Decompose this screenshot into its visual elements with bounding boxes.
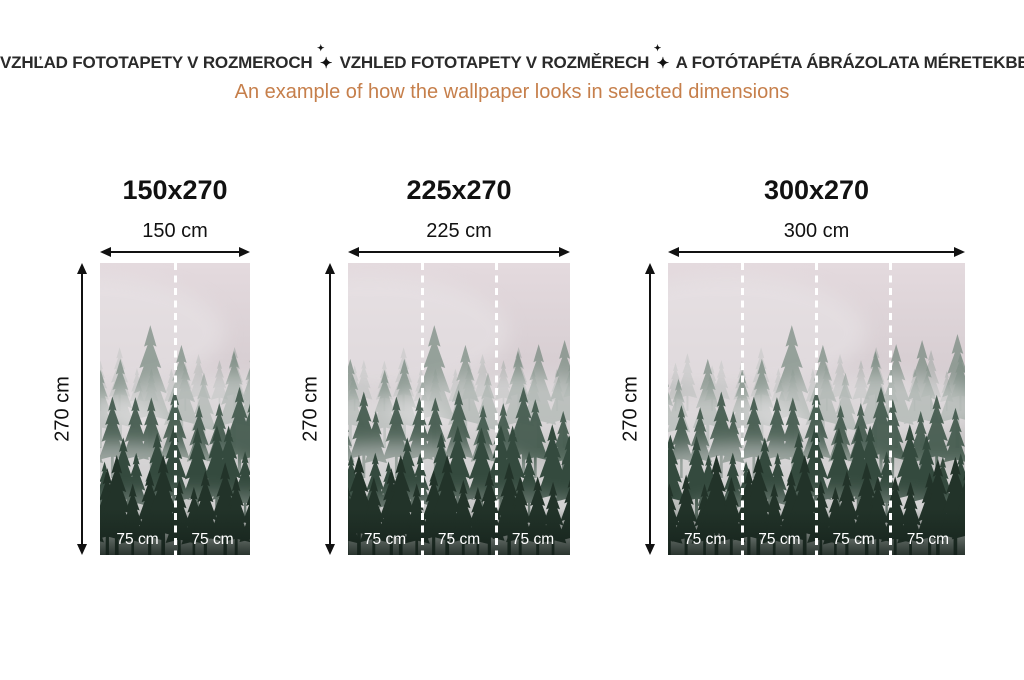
- wallpaper-panel: 75 cm: [668, 263, 742, 555]
- size-block-225x270: 225x270 225 cm 270 cm 75 cm 75 cm 75 cm: [298, 176, 570, 555]
- wallpaper-preview-225x270: 75 cm 75 cm 75 cm: [348, 263, 570, 555]
- wallpaper-panel: 75 cm: [740, 263, 816, 555]
- height-label: 270 cm: [51, 376, 74, 442]
- wallpaper-panel: 75 cm: [100, 263, 175, 555]
- panel-overlay: 75 cm 75 cm 75 cm 75 cm: [668, 263, 965, 555]
- wallpaper-panel: 75 cm: [420, 263, 496, 555]
- width-label: 150 cm: [142, 220, 208, 242]
- title-part-cz: VZHLED FOTOTAPETY V ROZMĚRECH: [339, 53, 650, 72]
- height-label: 270 cm: [299, 376, 322, 442]
- size-title: 225x270: [406, 175, 512, 205]
- panel-width-label: 75 cm: [116, 531, 159, 548]
- wallpaper-panel: 75 cm: [889, 263, 965, 555]
- panel-overlay: 75 cm 75 cm: [100, 263, 250, 555]
- panel-width-label: 75 cm: [832, 531, 875, 548]
- page-subtitle: An example of how the wallpaper looks in…: [234, 81, 790, 103]
- panel-width-label: 75 cm: [437, 531, 481, 548]
- size-block-300x270: 300x270 300 cm 270 cm 75 cm 75 cm 75 cm …: [618, 176, 965, 555]
- panel-width-label: 75 cm: [684, 531, 727, 548]
- header: VZHĽAD FOTOTAPETY V ROZMEROCH ✦ ✦ VZHLED …: [0, 0, 1024, 104]
- height-arrow: [323, 263, 337, 555]
- panel-width-label: 75 cm: [758, 531, 801, 548]
- height-arrow: [643, 263, 657, 555]
- size-title: 150x270: [122, 175, 228, 205]
- title-part-hu: A FOTÓTAPÉTA ÁBRÁZOLATA MÉRETEKBEN: [675, 53, 1024, 72]
- panel-width-label: 75 cm: [906, 531, 949, 548]
- panel-width-label: 75 cm: [191, 531, 234, 548]
- title-part-sk: VZHĽAD FOTOTAPETY V ROZMEROCH: [0, 53, 313, 72]
- wallpaper-panel: 75 cm: [814, 263, 891, 555]
- width-label: 300 cm: [783, 220, 850, 242]
- panel-width-label: 75 cm: [511, 531, 555, 548]
- height-label: 270 cm: [619, 376, 642, 442]
- wallpaper-preview-150x270: 75 cm 75 cm: [100, 263, 250, 555]
- panel-overlay: 75 cm 75 cm 75 cm: [348, 263, 570, 555]
- sparkle-icon: ✦ ✦: [317, 43, 333, 72]
- panel-width-label: 75 cm: [363, 531, 407, 548]
- height-arrow: [75, 263, 89, 555]
- wallpaper-panel: 75 cm: [173, 263, 250, 555]
- width-arrow: [668, 245, 965, 259]
- wallpaper-panel: 75 cm: [494, 263, 570, 555]
- size-block-150x270: 150x270 150 cm 270 cm 75 cm 75 cm: [50, 176, 250, 555]
- size-title: 300x270: [763, 175, 870, 205]
- width-arrow: [348, 245, 570, 259]
- width-arrow: [100, 245, 250, 259]
- wallpaper-panel: 75 cm: [348, 263, 422, 555]
- width-label: 225 cm: [426, 220, 492, 242]
- page-title: VZHĽAD FOTOTAPETY V ROZMEROCH ✦ ✦ VZHLED …: [0, 43, 1024, 73]
- wallpaper-preview-300x270: 75 cm 75 cm 75 cm 75 cm: [668, 263, 965, 555]
- sparkle-icon: ✦ ✦: [653, 43, 669, 72]
